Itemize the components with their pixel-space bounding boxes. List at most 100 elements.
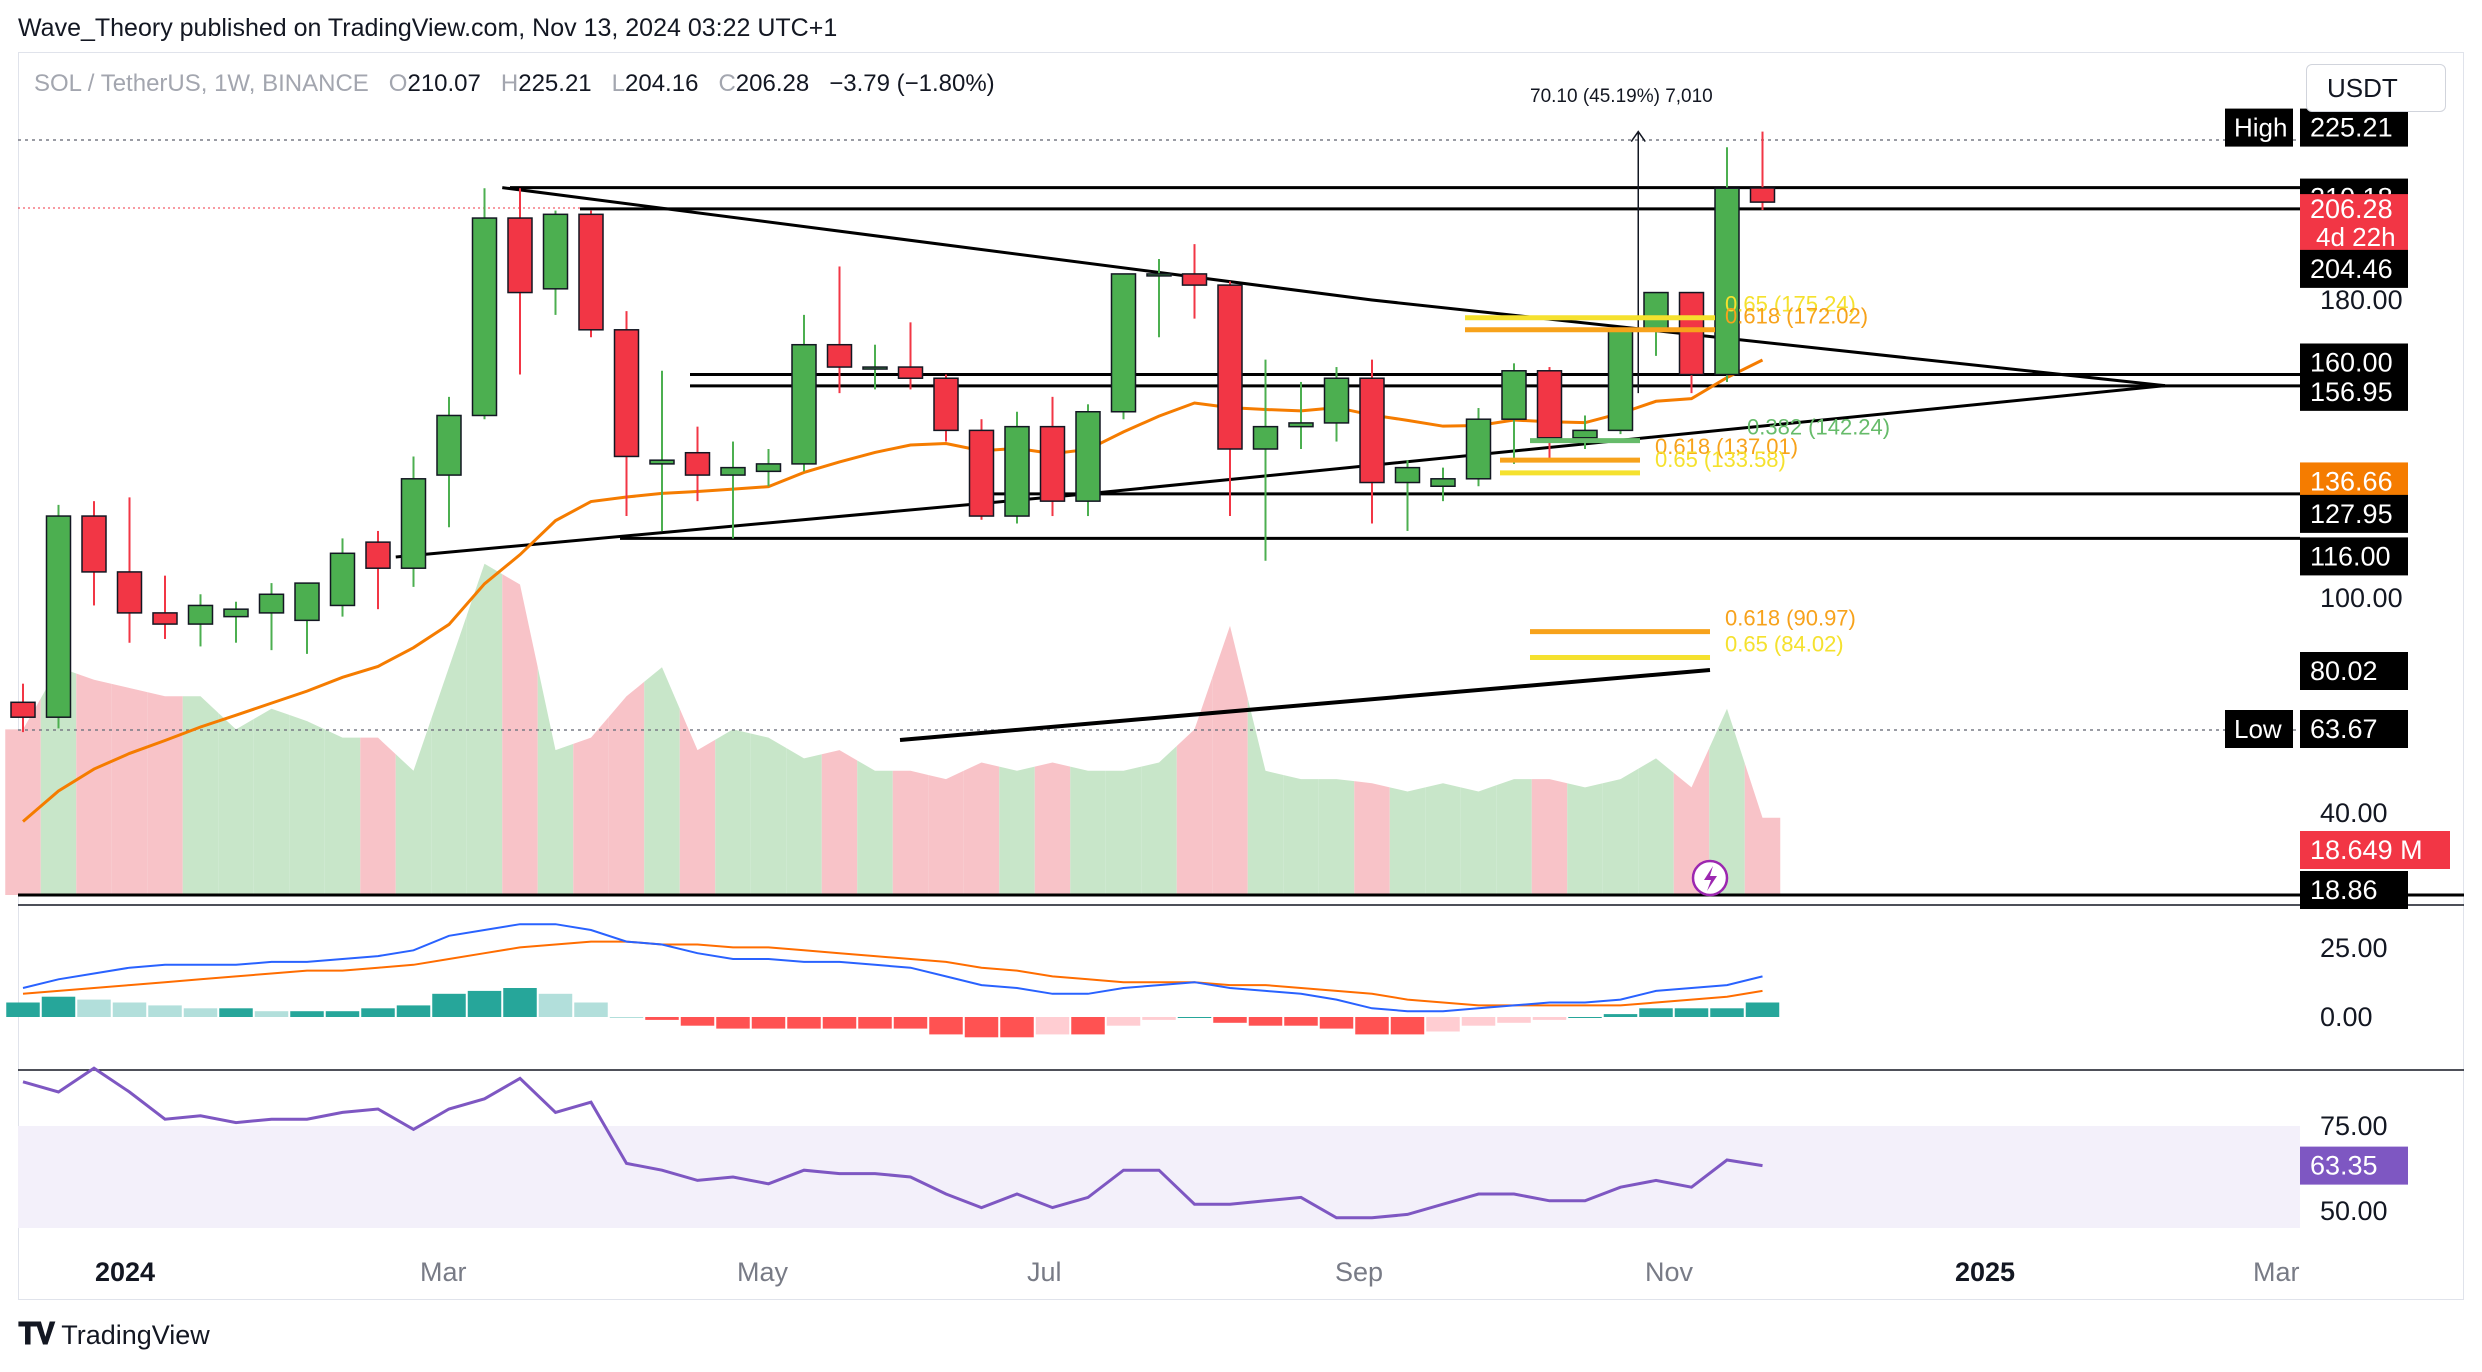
macd-histogram-bar bbox=[1390, 1017, 1425, 1035]
candle-body bbox=[578, 213, 604, 331]
legend-low: 204.16 bbox=[625, 70, 699, 97]
volume-segment bbox=[715, 729, 751, 895]
macd-histogram-bar bbox=[822, 1017, 857, 1029]
volume-segment bbox=[928, 770, 964, 895]
volume-segment bbox=[431, 615, 467, 895]
axis-tick-label: 0.00 bbox=[2320, 1002, 2373, 1032]
macd-histogram-bar bbox=[1639, 1008, 1673, 1017]
candle-body bbox=[1181, 273, 1208, 286]
macd-histogram-bar bbox=[1710, 1008, 1744, 1017]
candle bbox=[258, 583, 285, 651]
candle-body bbox=[1323, 377, 1350, 424]
legend-high-label: H bbox=[500, 70, 519, 97]
volume-segment bbox=[182, 696, 219, 895]
candle-body bbox=[10, 701, 36, 718]
candle bbox=[1217, 281, 1243, 517]
candle-body bbox=[1607, 329, 1634, 432]
fib-label: 0.618 (90.97) bbox=[1725, 606, 1856, 631]
candle-body bbox=[1678, 291, 1705, 376]
publisher-line: Wave_Theory published on TradingView.com… bbox=[18, 14, 838, 42]
macd-histogram-bar bbox=[219, 1008, 253, 1017]
tag-text: Low bbox=[2234, 714, 2282, 744]
price-label: 225.21 bbox=[2300, 108, 2408, 147]
axis-tick-label: 25.00 bbox=[2320, 933, 2388, 963]
price-label-box bbox=[2300, 108, 2408, 147]
macd-histogram-bar bbox=[325, 1011, 360, 1017]
legend-high: 225.21 bbox=[518, 70, 592, 97]
macd-histogram-bar bbox=[680, 1017, 715, 1026]
macd-histogram-bar bbox=[290, 1011, 324, 1017]
volume-segment bbox=[76, 673, 112, 895]
tradingview-logo[interactable]: 𝐓𝐕 TradingView bbox=[18, 1318, 210, 1352]
tag-box bbox=[2225, 710, 2293, 748]
macd-histogram-bar bbox=[751, 1017, 786, 1029]
candle bbox=[649, 370, 675, 531]
volume-segment bbox=[999, 766, 1035, 895]
legend-low-label: L bbox=[611, 70, 626, 97]
candle-body bbox=[1749, 187, 1776, 203]
candle-body bbox=[294, 582, 320, 622]
candle bbox=[81, 501, 107, 606]
volume-segment bbox=[1070, 766, 1106, 895]
volume-segment bbox=[1602, 768, 1639, 895]
price-label-text: 225.21 bbox=[2310, 113, 2393, 143]
candle-body bbox=[684, 451, 711, 476]
alert-badge-icon[interactable] bbox=[1691, 859, 1729, 897]
brand-name: TradingView bbox=[61, 1319, 210, 1350]
price-label-box bbox=[2300, 652, 2408, 690]
volume-segment bbox=[147, 692, 183, 895]
candle-body bbox=[968, 429, 995, 517]
macd-histogram-bar bbox=[432, 993, 466, 1017]
volume-segment bbox=[1567, 783, 1603, 895]
candle-body bbox=[791, 343, 817, 465]
candle-body bbox=[116, 571, 143, 614]
candle-body bbox=[862, 366, 888, 370]
volume-segment bbox=[608, 681, 645, 895]
axis-tick-label: 180.00 bbox=[2320, 285, 2403, 315]
candle-body bbox=[187, 604, 214, 625]
macd-histogram-bar bbox=[148, 1005, 182, 1017]
macd-histogram-bar bbox=[1532, 1017, 1567, 1020]
fib-label: 0.618 (137.01) bbox=[1655, 434, 1798, 459]
fib-label: 0.65 (175.24) bbox=[1725, 292, 1856, 317]
macd-histogram-bar bbox=[1106, 1017, 1141, 1026]
volume-segment bbox=[218, 712, 254, 895]
price-label-box bbox=[2300, 1146, 2408, 1185]
volume-segment bbox=[1460, 785, 1497, 895]
price-label: 127.95 bbox=[2300, 494, 2408, 533]
macd-histogram-bar bbox=[1461, 1017, 1496, 1026]
macd-histogram-bar bbox=[1000, 1017, 1034, 1038]
macd-histogram-bar bbox=[645, 1017, 679, 1020]
macd-signal-line bbox=[22, 940, 1763, 1007]
legend-open: 210.07 bbox=[407, 70, 481, 97]
volume-segment bbox=[253, 708, 290, 895]
currency-button[interactable]: USDT bbox=[2306, 64, 2446, 112]
volume-segment bbox=[395, 719, 432, 895]
volume-segment bbox=[289, 714, 325, 895]
candle-body bbox=[897, 366, 924, 379]
fib-label: 0.65 (133.58) bbox=[1655, 447, 1786, 472]
time-axis: 2024 Mar May Jul Sep Nov 2025 Mar bbox=[95, 1257, 2300, 1287]
macd-histogram-bar bbox=[964, 1017, 999, 1038]
price-label-text: 136.66 bbox=[2310, 466, 2393, 496]
candle-body bbox=[1501, 370, 1527, 420]
candle-body bbox=[755, 463, 782, 473]
volume-segment bbox=[1389, 787, 1426, 895]
candle-body bbox=[81, 515, 107, 573]
candle bbox=[1288, 381, 1314, 449]
price-label-box bbox=[2300, 372, 2408, 411]
price-label: 156.95 bbox=[2300, 372, 2408, 411]
price-label-text: 18.86 bbox=[2310, 875, 2378, 905]
macd-histogram-bar bbox=[1355, 1017, 1389, 1035]
candle-body bbox=[1536, 370, 1563, 439]
macd-histogram-bar bbox=[503, 988, 537, 1017]
triangle-upper-line bbox=[502, 186, 2166, 388]
macd-histogram-bar bbox=[183, 1008, 218, 1017]
macd-histogram-bar bbox=[1071, 1017, 1105, 1035]
candle-body bbox=[933, 377, 959, 432]
macd-histogram-bar bbox=[1568, 1017, 1602, 1018]
candle-body bbox=[613, 329, 640, 458]
candle bbox=[684, 426, 711, 502]
legend-symbol[interactable]: SOL / TetherUS, 1W, BINANCE bbox=[34, 70, 369, 97]
